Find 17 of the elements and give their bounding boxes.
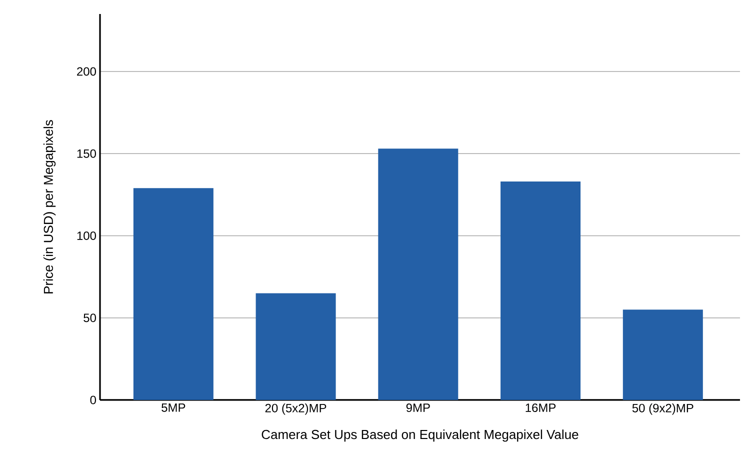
y-axis-title: Price (in USD) per Megapixels bbox=[43, 120, 56, 294]
bar bbox=[622, 310, 703, 400]
y-tick-label: 100 bbox=[77, 231, 96, 240]
x-tick-label: 9MP bbox=[406, 404, 430, 412]
bar bbox=[500, 182, 581, 400]
bar bbox=[133, 188, 214, 400]
y-tick-label: 200 bbox=[77, 67, 96, 76]
x-tick-label: 5MP bbox=[162, 404, 186, 412]
x-axis-title: Camera Set Ups Based on Equivalent Megapixel Value bbox=[262, 430, 578, 442]
x-tick-label: 16MP bbox=[526, 404, 556, 412]
x-tick-label: 20 (5x2)MP bbox=[265, 404, 326, 415]
y-tick-label: 150 bbox=[77, 149, 96, 158]
bar bbox=[256, 293, 336, 400]
x-tick-label: 50 (9x2)MP bbox=[632, 404, 694, 415]
y-tick-label: 0 bbox=[90, 396, 96, 404]
y-tick-label: 50 bbox=[84, 314, 96, 322]
bar bbox=[378, 148, 458, 400]
